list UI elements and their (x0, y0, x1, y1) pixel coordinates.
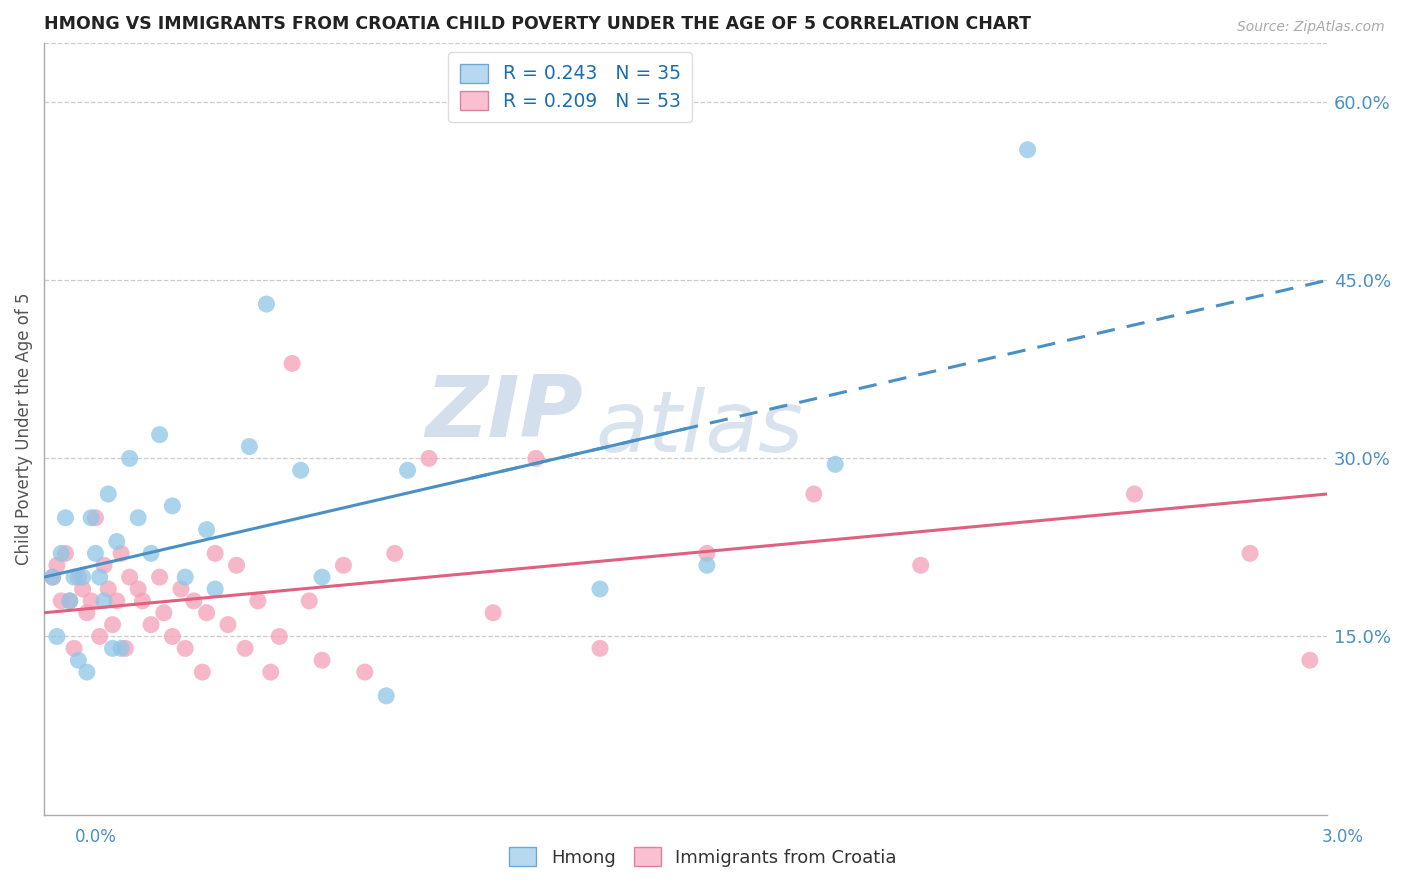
Point (191, 665, 214, 679)
Point (67, 653, 90, 667)
Point (93, 558, 115, 573)
Point (148, 427, 170, 442)
Point (1123, 487, 1146, 501)
Point (72, 582, 94, 596)
Point (1017, 143, 1039, 157)
Text: HMONG VS IMMIGRANTS FROM CROATIA CHILD POVERTY UNDER THE AGE OF 5 CORRELATION CH: HMONG VS IMMIGRANTS FROM CROATIA CHILD P… (44, 15, 1031, 33)
Text: Source: ZipAtlas.com: Source: ZipAtlas.com (1237, 20, 1385, 34)
Point (84, 546, 107, 560)
Point (139, 546, 162, 560)
Point (84, 510, 107, 524)
Point (311, 653, 333, 667)
Point (127, 582, 149, 596)
Text: atlas: atlas (596, 387, 804, 470)
Point (118, 570, 141, 584)
Point (174, 570, 197, 584)
Point (101, 641, 124, 656)
Point (482, 606, 505, 620)
Text: 0.0%: 0.0% (75, 828, 117, 846)
Point (418, 451, 440, 466)
Point (72, 570, 94, 584)
Point (183, 594, 205, 608)
Point (93, 594, 115, 608)
Point (238, 440, 260, 454)
Point (89, 570, 111, 584)
Point (217, 617, 239, 632)
Point (195, 523, 218, 537)
Point (80, 510, 103, 524)
Point (589, 582, 612, 596)
Point (332, 558, 354, 573)
Point (824, 458, 846, 472)
Point (131, 594, 153, 608)
Text: ZIP: ZIP (425, 372, 583, 455)
Point (63, 641, 86, 656)
Point (256, 297, 278, 311)
Point (589, 641, 612, 656)
Legend: R = 0.243   N = 35, R = 0.209   N = 53: R = 0.243 N = 35, R = 0.209 N = 53 (449, 53, 692, 122)
Point (396, 463, 419, 477)
Point (89, 630, 111, 644)
Point (174, 641, 197, 656)
Legend: Hmong, Immigrants from Croatia: Hmong, Immigrants from Croatia (502, 840, 904, 874)
Point (105, 534, 128, 549)
Point (45, 630, 67, 644)
Point (51, 546, 73, 560)
Point (55, 510, 77, 524)
Point (45, 558, 67, 573)
Point (110, 546, 132, 560)
Point (139, 617, 162, 632)
Point (148, 570, 170, 584)
Point (51, 594, 73, 608)
Y-axis label: Child Poverty Under the Age of 5: Child Poverty Under the Age of 5 (15, 293, 32, 565)
Point (1239, 546, 1261, 560)
Point (204, 546, 226, 560)
Point (375, 689, 398, 703)
Point (225, 558, 247, 573)
Point (105, 594, 128, 608)
Text: 3.0%: 3.0% (1322, 828, 1364, 846)
Point (97, 487, 120, 501)
Point (97, 582, 120, 596)
Point (170, 582, 193, 596)
Point (281, 356, 304, 370)
Point (162, 630, 184, 644)
Point (59, 594, 82, 608)
Point (127, 510, 149, 524)
Point (1299, 653, 1322, 667)
Point (910, 558, 932, 573)
Point (76, 665, 98, 679)
Point (246, 594, 269, 608)
Point (384, 546, 406, 560)
Point (204, 582, 226, 596)
Point (59, 594, 82, 608)
Point (118, 451, 141, 466)
Point (524, 451, 547, 466)
Point (153, 606, 176, 620)
Point (63, 570, 86, 584)
Point (101, 617, 124, 632)
Point (290, 463, 312, 477)
Point (696, 546, 718, 560)
Point (76, 606, 98, 620)
Point (269, 630, 291, 644)
Point (41, 570, 63, 584)
Point (55, 546, 77, 560)
Point (311, 570, 333, 584)
Point (41, 570, 63, 584)
Point (260, 665, 283, 679)
Point (114, 641, 136, 656)
Point (233, 641, 256, 656)
Point (110, 641, 132, 656)
Point (298, 594, 321, 608)
Point (80, 594, 103, 608)
Point (162, 499, 184, 513)
Point (67, 570, 90, 584)
Point (195, 606, 218, 620)
Point (803, 487, 825, 501)
Point (696, 558, 718, 573)
Point (353, 665, 375, 679)
